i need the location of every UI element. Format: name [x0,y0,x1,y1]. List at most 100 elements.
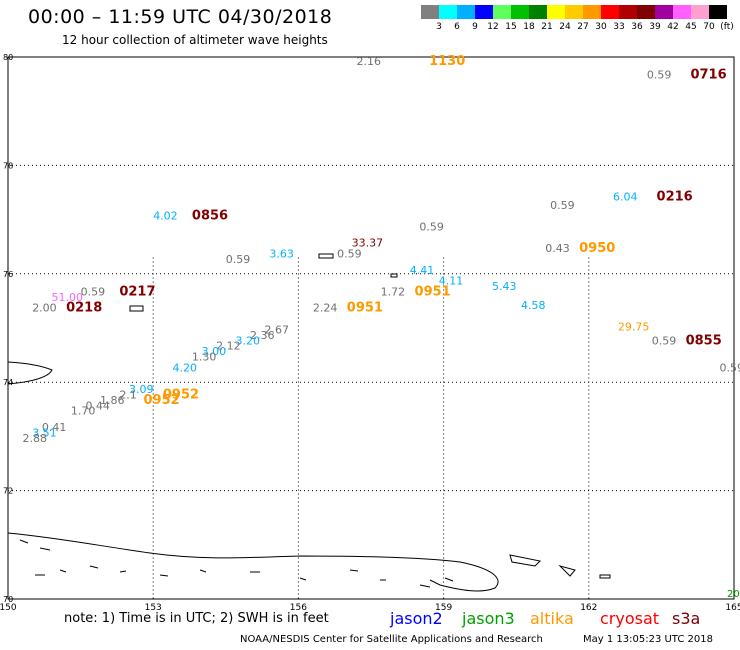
satellite-s3a: s3a [672,609,701,628]
scale-label: 27 [577,22,589,32]
pass-time-label: 1130 [429,54,465,69]
scale-label: 30 [595,22,607,32]
lat-label: 72 [3,487,13,496]
lat-label: 76 [3,270,13,279]
lat-label: 74 [3,378,13,387]
wave-height-value: 5.43 [492,280,517,293]
pass-time-label: 0855 [686,333,722,348]
scale-swatch [691,5,709,19]
scale-label: 45 [685,22,697,32]
scale-swatch [673,5,691,19]
credit-line: NOAA/NESDIS Center for Satellite Applica… [240,634,543,645]
scale-swatch [511,5,529,19]
wave-height-value: 1.72 [381,285,406,298]
wave-height-value: 3.09 [129,383,154,396]
scale-swatch [547,5,565,19]
wave-height-value: 0.41 [42,421,67,434]
map-subtitle: 12 hour collection of altimeter wave hei… [62,33,328,47]
corner-value: 20 [727,589,740,600]
island-f [599,574,611,579]
wave-height-value: 51.00 [52,291,83,304]
scale-label: 42 [667,22,679,32]
coastline-south [7,532,499,592]
wave-height-value: 33.37 [352,237,384,250]
wave-height-value: 3.00 [202,345,227,358]
pass-time-label: 0950 [579,241,615,256]
wave-height-value: 0.59 [337,248,362,261]
lon-label: 159 [435,603,452,613]
scale-swatch [637,5,655,19]
wave-height-value: 0.59 [719,361,740,374]
scale-swatch [565,5,583,19]
wave-height-value: 4.11 [439,275,464,288]
scale-swatch [529,5,547,19]
pass-time-label: 0218 [66,301,102,316]
wave-height-value: 1.86 [100,394,125,407]
satellite-cryosat: cryosat [600,609,660,628]
scale-label: 12 [487,22,499,32]
wave-height-value: 3.20 [235,334,259,347]
scale-label: 15 [505,22,517,32]
wave-height-value: 29.75 [618,321,650,334]
scale-label: 9 [472,22,478,32]
pass-time-label: 0217 [119,284,155,299]
lon-label: 165 [725,603,740,613]
wave-height-value: 0.59 [550,199,575,212]
scale-label: 18 [523,22,535,32]
axis-labels: 150 153 156 159 162 165 80 78 76 74 72 70 [0,53,740,613]
wave-height-value: 2.00 [32,302,57,315]
wave-height-labels: 2.16 1130 0.59 0716 6.04 0216 0.59 4.02 0856 0.59… [23,54,740,445]
wave-height-value: 0.59 [226,253,251,266]
scale-label: (ft) [720,22,734,32]
satellite-jason3: jason3 [462,609,515,628]
wave-height-value: 2.88 [23,432,48,445]
wave-height-value: 0.59 [81,285,106,298]
scale-swatch [421,5,439,19]
pass-time-label: 0951 [415,284,451,299]
footer-note: note: 1) Time is in UTC; 2) SWH is in fe… [64,611,329,626]
wave-height-value: 0.44 [85,399,110,412]
map-frame [7,56,735,600]
pass-time-label: 0952 [163,387,199,402]
wave-height-value: 2.67 [265,323,290,336]
island-b [318,253,334,259]
wave-height-value: 0.59 [419,220,444,233]
scale-swatch [475,5,493,19]
coastline-west [7,361,53,385]
wave-height-value: 3.63 [269,248,294,261]
wave-height-value: 2.16 [356,55,381,68]
wave-height-value: 3.51 [32,426,57,439]
wave-height-value: 1.70 [71,405,96,418]
scale-label: 24 [559,22,571,32]
scale-swatch [493,5,511,19]
pass-time-label: 0952 [144,393,180,408]
lat-label: 70 [3,595,13,604]
pass-time-label: 0716 [690,68,726,83]
lon-label: 153 [145,603,162,613]
scale-swatch [601,5,619,19]
pass-time-label: 0856 [192,209,228,224]
island-d [509,554,542,567]
satellite-altika: altika [530,609,574,628]
wave-height-value: 4.20 [173,361,198,374]
map-gridlines [8,164,734,599]
scale-label: 3 [436,22,442,32]
scale-swatch [439,5,457,19]
wave-height-value: 0.59 [652,334,677,347]
satellite-jason2: jason2 [390,609,443,628]
map-title: 00:00 – 11:59 UTC 04/30/2018 [28,6,333,28]
scale-swatch [583,5,601,19]
coastline [7,253,611,592]
scale-swatch [655,5,673,19]
scale-label: 21 [541,22,553,32]
scale-swatch [457,5,475,19]
wave-height-value: 4.58 [521,299,546,312]
scale-swatch [709,5,727,19]
scale-label: 6 [454,22,460,32]
lat-label: 78 [3,161,13,170]
scale-label: 39 [649,22,661,32]
scale-swatch [619,5,637,19]
wave-height-value: 2.1 [119,388,137,401]
wave-height-value: 1.30 [192,351,217,364]
